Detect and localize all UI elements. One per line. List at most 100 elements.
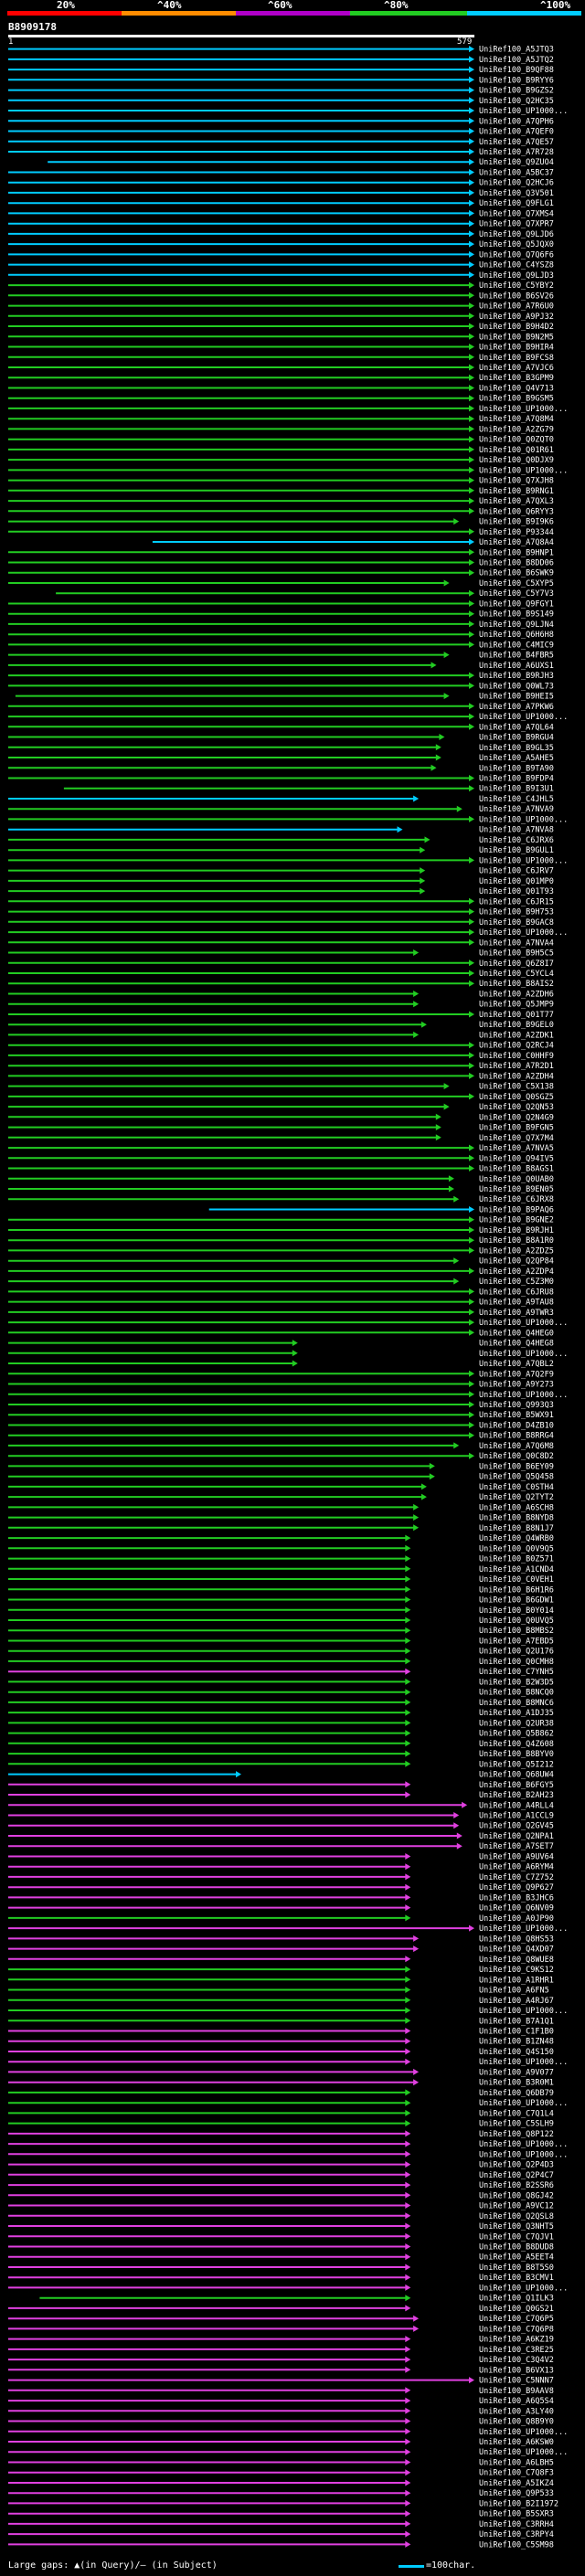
- hit-label[interactable]: UniRef100_B9RJH3: [479, 672, 554, 681]
- hit-label[interactable]: UniRef100_P93344: [479, 528, 554, 537]
- hit-label[interactable]: UniRef100_A7Q6M8: [479, 1442, 554, 1451]
- hit-label[interactable]: UniRef100_B9HEI5: [479, 693, 554, 702]
- hit-label[interactable]: UniRef100_UP1000...: [479, 815, 568, 824]
- hit-label[interactable]: UniRef100_B9EN05: [479, 1185, 554, 1194]
- hit-label[interactable]: UniRef100_C3RRH4: [479, 2520, 554, 2529]
- hit-label[interactable]: UniRef100_Q2P4C7: [479, 2171, 554, 2180]
- hit-label[interactable]: UniRef100_A5AHE5: [479, 754, 554, 763]
- hit-label[interactable]: UniRef100_Q7XPR7: [479, 220, 554, 229]
- hit-label[interactable]: UniRef100_B9AAV8: [479, 2387, 554, 2396]
- hit-label[interactable]: UniRef100_A7QL64: [479, 723, 554, 732]
- hit-label[interactable]: UniRef100_Q5JQX0: [479, 240, 554, 249]
- hit-label[interactable]: UniRef100_Q0SGZ5: [479, 1093, 554, 1102]
- hit-label[interactable]: UniRef100_C5NNN7: [479, 2377, 554, 2386]
- hit-label[interactable]: UniRef100_A5IKZ4: [479, 2479, 554, 2488]
- hit-label[interactable]: UniRef100_Q7X7M4: [479, 1134, 554, 1143]
- hit-label[interactable]: UniRef100_A9PJ32: [479, 313, 554, 322]
- hit-label[interactable]: UniRef100_C4JHL5: [479, 795, 554, 804]
- hit-label[interactable]: UniRef100_UP1000...: [479, 1319, 568, 1328]
- hit-label[interactable]: UniRef100_B9N2M5: [479, 333, 554, 342]
- hit-label[interactable]: UniRef100_A5BC37: [479, 169, 554, 178]
- hit-label[interactable]: UniRef100_A7QE57: [479, 138, 554, 147]
- hit-label[interactable]: UniRef100_B9I3U1: [479, 785, 554, 794]
- hit-label[interactable]: UniRef100_Q993Q3: [479, 1401, 554, 1410]
- hit-label[interactable]: UniRef100_C0STH4: [479, 1483, 554, 1492]
- hit-label[interactable]: UniRef100_UP1000...: [479, 2284, 568, 2293]
- hit-label[interactable]: UniRef100_B9QF88: [479, 66, 554, 75]
- hit-label[interactable]: UniRef100_C7Q6P5: [479, 2315, 554, 2324]
- hit-label[interactable]: UniRef100_C3Q4V2: [479, 2356, 554, 2365]
- hit-label[interactable]: UniRef100_B5WX91: [479, 1411, 554, 1420]
- hit-label[interactable]: UniRef100_A9VC12: [479, 2202, 554, 2211]
- hit-label[interactable]: UniRef100_B4FBR5: [479, 652, 554, 661]
- hit-label[interactable]: UniRef100_B9RGU4: [479, 734, 554, 743]
- hit-label[interactable]: UniRef100_B2W3D5: [479, 1678, 554, 1687]
- hit-label[interactable]: UniRef100_Q8P122: [479, 2130, 554, 2139]
- hit-label[interactable]: UniRef100_B3R0M1: [479, 2079, 554, 2088]
- hit-label[interactable]: UniRef100_B9RJH1: [479, 1226, 554, 1235]
- hit-label[interactable]: UniRef100_C6JRV7: [479, 867, 554, 876]
- hit-label[interactable]: UniRef100_A2ZDZ5: [479, 1246, 554, 1256]
- hit-label[interactable]: UniRef100_B6H1R6: [479, 1585, 554, 1595]
- hit-label[interactable]: UniRef100_C5YCL4: [479, 970, 554, 979]
- hit-label[interactable]: UniRef100_A5EET4: [479, 2253, 554, 2263]
- hit-label[interactable]: UniRef100_A7VJC6: [479, 364, 554, 373]
- hit-label[interactable]: UniRef100_A1CCL9: [479, 1812, 554, 1821]
- hit-label[interactable]: UniRef100_B6VX13: [479, 2366, 554, 2375]
- hit-label[interactable]: UniRef100_B9GNE2: [479, 1216, 554, 1225]
- hit-label[interactable]: UniRef100_Q5B862: [479, 1730, 554, 1739]
- hit-label[interactable]: UniRef100_A6UXS1: [479, 662, 554, 671]
- hit-label[interactable]: UniRef100_B9GAC8: [479, 918, 554, 928]
- hit-label[interactable]: UniRef100_A6SCH8: [479, 1503, 554, 1512]
- hit-label[interactable]: UniRef100_A7EBD5: [479, 1638, 554, 1647]
- hit-label[interactable]: UniRef100_A9Y273: [479, 1381, 554, 1390]
- hit-label[interactable]: UniRef100_Q8GJ42: [479, 2191, 554, 2200]
- hit-label[interactable]: UniRef100_Q1ILK3: [479, 2295, 554, 2304]
- hit-label[interactable]: UniRef100_B7A1Q1: [479, 2017, 554, 2026]
- hit-label[interactable]: UniRef100_Q2GV45: [479, 1822, 554, 1831]
- hit-label[interactable]: UniRef100_B9TA90: [479, 764, 554, 773]
- hit-label[interactable]: UniRef100_A7SET7: [479, 1842, 554, 1851]
- hit-label[interactable]: UniRef100_C0HHF9: [479, 1052, 554, 1061]
- hit-label[interactable]: UniRef100_C7Q1L4: [479, 2109, 554, 2118]
- hit-label[interactable]: UniRef100_B6GDW1: [479, 1596, 554, 1606]
- hit-label[interactable]: UniRef100_B9HIR4: [479, 344, 554, 353]
- hit-label[interactable]: UniRef100_C5SM98: [479, 2540, 554, 2549]
- hit-label[interactable]: UniRef100_A7Q8A4: [479, 538, 554, 547]
- hit-label[interactable]: UniRef100_Q0DJX9: [479, 456, 554, 465]
- hit-label[interactable]: UniRef100_C7QJV1: [479, 2232, 554, 2242]
- hit-label[interactable]: UniRef100_Q68UW4: [479, 1771, 554, 1780]
- hit-label[interactable]: UniRef100_Q2QP84: [479, 1257, 554, 1267]
- hit-label[interactable]: UniRef100_B9H5C5: [479, 949, 554, 959]
- hit-label[interactable]: UniRef100_Q9LJD3: [479, 271, 554, 281]
- hit-label[interactable]: UniRef100_A7QBL2: [479, 1360, 554, 1369]
- hit-label[interactable]: UniRef100_Q2RCJ4: [479, 1042, 554, 1051]
- hit-label[interactable]: UniRef100_B9S149: [479, 610, 554, 620]
- hit-label[interactable]: UniRef100_A6KSW0: [479, 2438, 554, 2447]
- hit-label[interactable]: UniRef100_UP1000...: [479, 928, 568, 938]
- hit-label[interactable]: UniRef100_B9RYY6: [479, 76, 554, 85]
- hit-label[interactable]: UniRef100_A7R728: [479, 148, 554, 157]
- hit-label[interactable]: UniRef100_UP1000...: [479, 856, 568, 865]
- hit-label[interactable]: UniRef100_Q6RYY3: [479, 507, 554, 516]
- hit-label[interactable]: UniRef100_Q5Q458: [479, 1473, 554, 1482]
- hit-label[interactable]: UniRef100_C1F1B0: [479, 2028, 554, 2037]
- hit-label[interactable]: UniRef100_A9TWR3: [479, 1309, 554, 1318]
- hit-label[interactable]: UniRef100_UP1000...: [479, 2448, 568, 2457]
- hit-label[interactable]: UniRef100_B8DD06: [479, 559, 554, 568]
- hit-label[interactable]: UniRef100_B8RRG4: [479, 1432, 554, 1441]
- hit-label[interactable]: UniRef100_A7NVA4: [479, 938, 554, 948]
- hit-label[interactable]: UniRef100_Q0WL73: [479, 682, 554, 691]
- hit-label[interactable]: UniRef100_A1CND4: [479, 1565, 554, 1574]
- hit-label[interactable]: UniRef100_UP1000...: [479, 1391, 568, 1400]
- hit-label[interactable]: UniRef100_Q0ZQT0: [479, 436, 554, 445]
- hit-label[interactable]: UniRef100_Q0UAB0: [479, 1175, 554, 1184]
- hit-label[interactable]: UniRef100_Q4HEG8: [479, 1340, 554, 1349]
- hit-label[interactable]: UniRef100_A5JTQ3: [479, 46, 554, 55]
- hit-label[interactable]: UniRef100_A9UV64: [479, 1853, 554, 1862]
- hit-label[interactable]: UniRef100_A7R6U0: [479, 302, 554, 312]
- hit-label[interactable]: UniRef100_Q2QSL8: [479, 2212, 554, 2221]
- hit-label[interactable]: UniRef100_UP1000...: [479, 2428, 568, 2437]
- hit-label[interactable]: UniRef100_B9H753: [479, 908, 554, 917]
- hit-label[interactable]: UniRef100_Q3NHT5: [479, 2222, 554, 2231]
